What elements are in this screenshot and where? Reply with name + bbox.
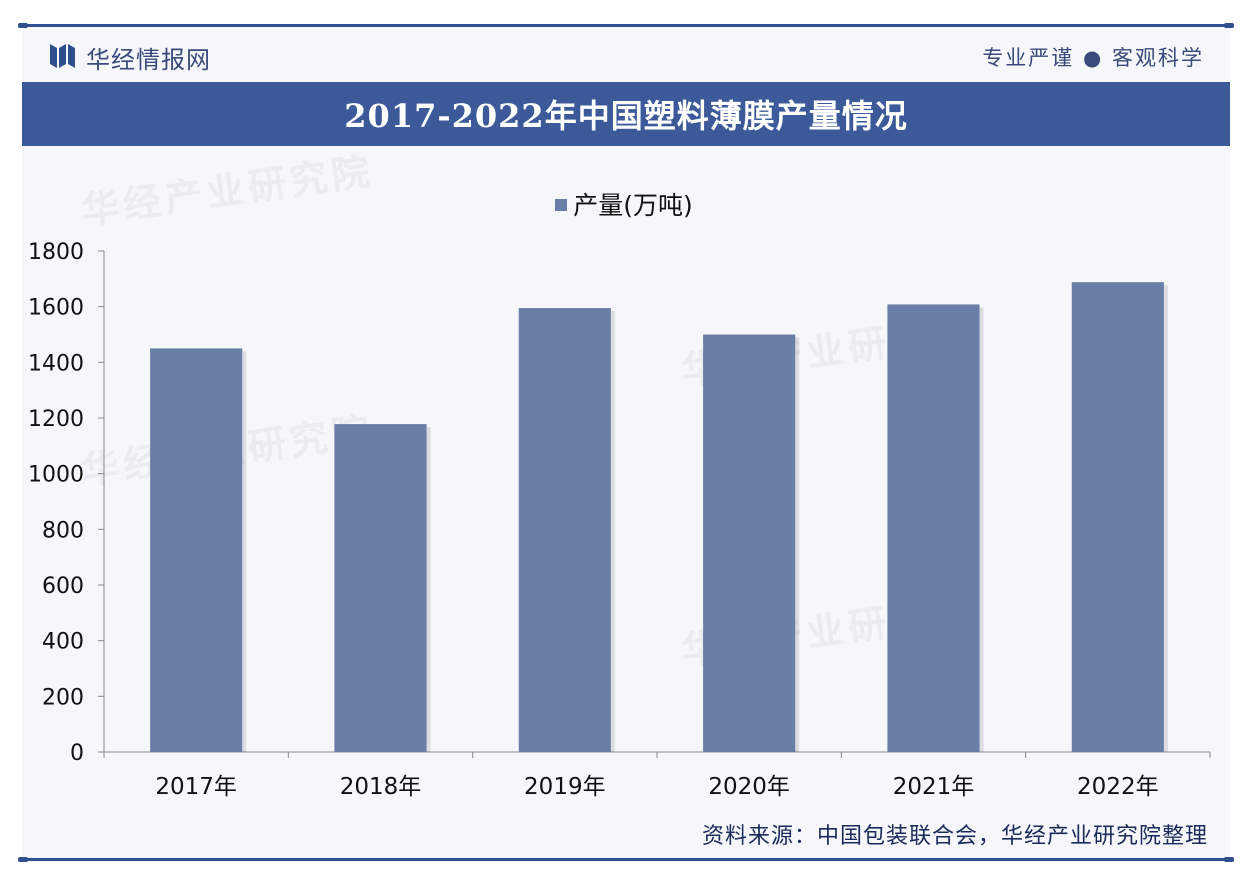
legend-swatch bbox=[555, 199, 568, 211]
bar bbox=[150, 348, 243, 752]
y-tick-label: 1000 bbox=[28, 463, 84, 488]
data-source-note: 资料来源：中国包装联合会，华经产业研究院整理 bbox=[701, 824, 1208, 849]
y-tick-label: 0 bbox=[70, 741, 84, 766]
chart-legend: 产量(万吨) bbox=[0, 186, 1248, 222]
bottom-rule-left-cap bbox=[18, 857, 28, 862]
top-rule bbox=[22, 24, 1230, 27]
x-tick-label: 2020年 bbox=[708, 774, 790, 800]
y-tick-label: 1400 bbox=[28, 351, 84, 376]
bar bbox=[1071, 282, 1164, 752]
y-tick-label: 400 bbox=[42, 630, 84, 655]
y-tick-label: 1800 bbox=[28, 240, 84, 265]
legend-label: 产量(万吨) bbox=[573, 191, 693, 220]
bottom-rule-right-cap bbox=[1224, 857, 1234, 862]
bottom-rule bbox=[22, 858, 1230, 861]
y-tick-label: 1600 bbox=[28, 296, 84, 321]
bar bbox=[334, 424, 427, 752]
title-bar: 2017-2022年中国塑料薄膜产量情况 bbox=[22, 82, 1230, 146]
y-tick-label: 600 bbox=[42, 574, 84, 599]
top-rule-left-cap bbox=[18, 23, 28, 28]
brand-logo-icon bbox=[50, 44, 75, 68]
x-tick-label: 2019年 bbox=[524, 774, 606, 800]
x-tick-label: 2022年 bbox=[1077, 774, 1159, 800]
y-tick-label: 200 bbox=[42, 685, 84, 710]
top-rule-right-cap bbox=[1224, 23, 1234, 28]
x-tick-label: 2018年 bbox=[340, 774, 422, 800]
x-tick-label: 2017年 bbox=[155, 774, 237, 800]
chart-title: 2017-2022年中国塑料薄膜产量情况 bbox=[344, 97, 908, 135]
y-tick-label: 1200 bbox=[28, 407, 84, 432]
y-tick-label: 800 bbox=[42, 518, 84, 543]
bar bbox=[703, 334, 796, 752]
bar bbox=[887, 304, 980, 752]
bar bbox=[518, 308, 611, 752]
slogan: 专业严谨 ● 客观科学 bbox=[982, 46, 1204, 70]
brand-name: 华经情报网 bbox=[86, 46, 211, 74]
header: 华经情报网 专业严谨 ● 客观科学 bbox=[22, 30, 1230, 80]
x-tick-label: 2021年 bbox=[893, 774, 975, 800]
